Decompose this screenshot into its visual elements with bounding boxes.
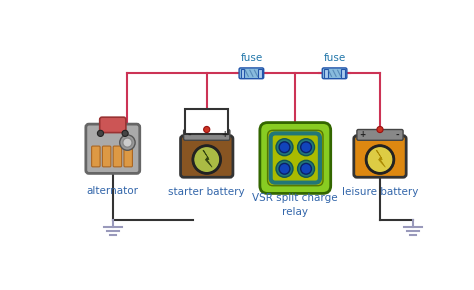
Bar bbox=[258, 69, 262, 78]
Circle shape bbox=[122, 130, 128, 136]
Circle shape bbox=[120, 135, 135, 150]
Wedge shape bbox=[91, 138, 104, 160]
FancyBboxPatch shape bbox=[357, 130, 403, 140]
Circle shape bbox=[301, 163, 311, 174]
Bar bbox=[324, 69, 328, 78]
Text: fuse: fuse bbox=[240, 52, 263, 63]
Polygon shape bbox=[203, 150, 212, 167]
FancyBboxPatch shape bbox=[91, 146, 100, 167]
Bar bbox=[241, 69, 245, 78]
Circle shape bbox=[366, 146, 394, 173]
FancyBboxPatch shape bbox=[113, 146, 122, 167]
FancyBboxPatch shape bbox=[354, 136, 406, 177]
Circle shape bbox=[204, 126, 210, 133]
Wedge shape bbox=[91, 142, 100, 156]
Circle shape bbox=[301, 142, 311, 153]
FancyBboxPatch shape bbox=[181, 136, 233, 177]
Text: starter battery: starter battery bbox=[168, 187, 245, 197]
Circle shape bbox=[279, 163, 290, 174]
Text: fuse: fuse bbox=[323, 52, 346, 63]
Circle shape bbox=[279, 142, 290, 153]
FancyBboxPatch shape bbox=[267, 130, 323, 186]
Text: alternator: alternator bbox=[87, 186, 139, 196]
Circle shape bbox=[193, 146, 220, 173]
FancyBboxPatch shape bbox=[86, 124, 140, 173]
Text: +: + bbox=[359, 130, 365, 139]
Text: leisure battery: leisure battery bbox=[342, 187, 418, 197]
Polygon shape bbox=[376, 150, 385, 167]
FancyBboxPatch shape bbox=[260, 123, 331, 193]
FancyBboxPatch shape bbox=[124, 146, 132, 167]
FancyBboxPatch shape bbox=[102, 146, 111, 167]
Circle shape bbox=[276, 160, 293, 177]
FancyBboxPatch shape bbox=[239, 68, 264, 79]
Text: VSR split charge
relay: VSR split charge relay bbox=[253, 193, 338, 217]
Circle shape bbox=[97, 130, 103, 136]
Text: -: - bbox=[396, 130, 400, 139]
Text: -: - bbox=[187, 130, 191, 139]
Circle shape bbox=[298, 160, 315, 177]
Circle shape bbox=[298, 139, 315, 156]
Circle shape bbox=[123, 138, 132, 147]
FancyBboxPatch shape bbox=[100, 117, 126, 133]
FancyBboxPatch shape bbox=[322, 68, 347, 79]
Circle shape bbox=[276, 139, 293, 156]
Text: +: + bbox=[221, 130, 228, 139]
Bar bbox=[185, 110, 228, 134]
FancyBboxPatch shape bbox=[183, 130, 230, 140]
Circle shape bbox=[377, 126, 383, 133]
Bar bbox=[341, 69, 346, 78]
